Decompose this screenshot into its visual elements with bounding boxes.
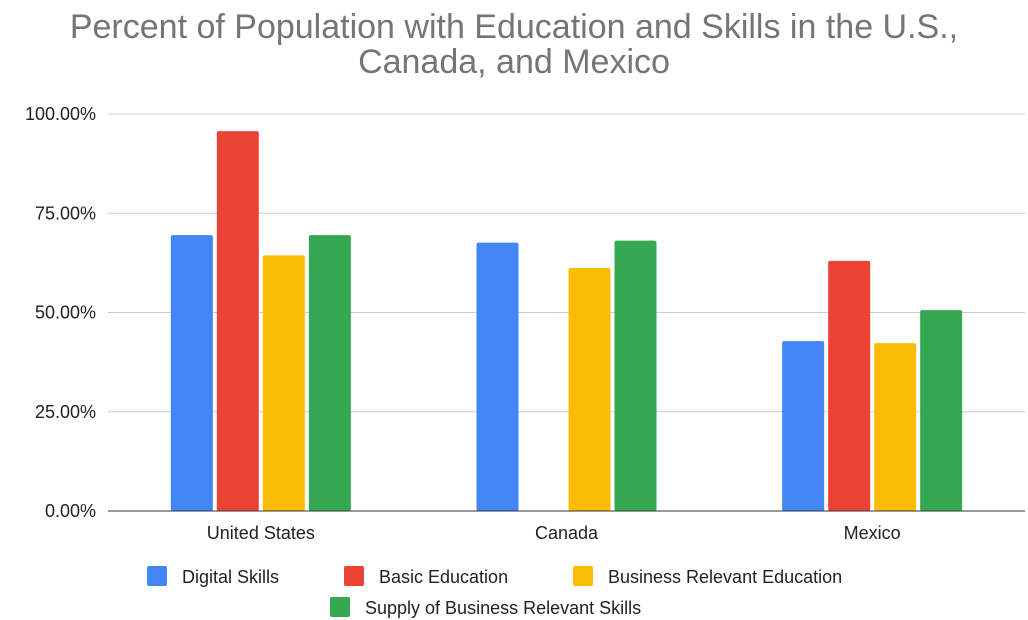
bar xyxy=(874,343,917,511)
x-tick-label: Canada xyxy=(535,523,599,543)
bar xyxy=(262,255,305,511)
legend-item: Digital Skills xyxy=(147,566,279,587)
legend-label: Digital Skills xyxy=(182,567,279,587)
y-tick-label: 25.00% xyxy=(35,402,96,422)
legend-swatch xyxy=(147,566,167,586)
bar xyxy=(614,240,657,511)
legend-item: Business Relevant Education xyxy=(573,566,842,587)
y-tick-label: 50.00% xyxy=(35,303,96,323)
chart-title-line-2: Canada, and Mexico xyxy=(358,43,670,81)
legend-item: Basic Education xyxy=(344,566,508,587)
x-axis-ticks: United States Canada Mexico xyxy=(207,523,901,543)
y-tick-label: 75.00% xyxy=(35,203,96,223)
bar xyxy=(920,310,963,511)
bar xyxy=(170,235,213,511)
bar xyxy=(216,131,259,512)
legend-label: Basic Education xyxy=(379,567,508,587)
chart-title-line-1: Percent of Population with Education and… xyxy=(70,8,958,46)
legend-label: Business Relevant Education xyxy=(608,567,842,587)
legend-item: Supply of Business Relevant Skills xyxy=(330,597,641,618)
y-tick-label: 100.00% xyxy=(25,104,96,124)
bar xyxy=(828,260,871,511)
x-tick-label: Mexico xyxy=(844,523,901,543)
x-tick-label: United States xyxy=(207,523,315,543)
legend-swatch xyxy=(344,566,364,586)
bar xyxy=(308,235,351,511)
bars xyxy=(170,131,963,512)
bar xyxy=(568,268,611,511)
legend: Digital Skills Basic Education Business Re… xyxy=(147,566,842,618)
legend-swatch xyxy=(330,597,350,617)
bar xyxy=(476,242,519,512)
y-axis-ticks: 0.00% 25.00% 50.00% 75.00% 100.00% xyxy=(25,104,96,521)
legend-label: Supply of Business Relevant Skills xyxy=(365,598,641,618)
gridlines xyxy=(108,113,1025,413)
y-tick-label: 0.00% xyxy=(45,501,96,521)
bar xyxy=(782,341,825,511)
legend-swatch xyxy=(573,566,593,586)
chart-title: Percent of Population with Education and… xyxy=(70,8,958,81)
